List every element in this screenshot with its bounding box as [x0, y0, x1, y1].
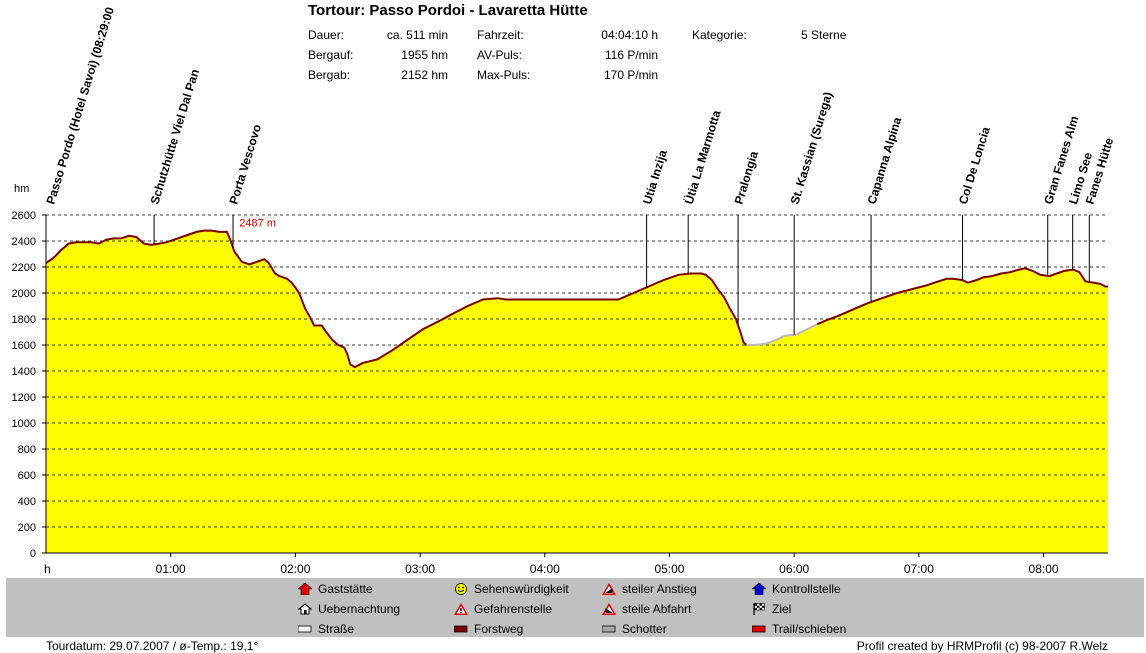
- y-tick-label: 2600: [12, 210, 36, 222]
- profile-line-trail: [816, 267, 1108, 326]
- legend-item-forstweg: Forstweg: [453, 622, 524, 636]
- y-tick-label: 400: [18, 496, 36, 508]
- legend-label-steile-abfahrt: steile Abfahrt: [622, 602, 692, 616]
- checkpoint-icon: [751, 582, 767, 596]
- footer-tour-info: Tourdatum: 29.07.2007 / ø-Temp.: 19,1°: [46, 639, 259, 653]
- legend-label-schotter: Schotter: [622, 622, 667, 636]
- stat-label-max-puls: Max-Puls:: [477, 68, 531, 82]
- forest-road-icon: [453, 623, 468, 635]
- stat-value-kategorie: 5 Sterne: [801, 28, 847, 42]
- waypoint-label: Passo Pordo (Hotel Savoi) (08:29:00: [43, 5, 117, 206]
- legend-label-ziel: Ziel: [772, 602, 792, 616]
- warning-icon: [454, 603, 468, 615]
- waypoint-label: St. Kassian (Surega): [788, 90, 836, 206]
- y-tick-label: 1400: [12, 366, 36, 378]
- legend-label-kontrollstelle: Kontrollstelle: [772, 582, 841, 596]
- legend-item-strasse: Straße: [297, 622, 355, 636]
- y-tick-label: 200: [18, 522, 36, 534]
- legend-item-uebernachtung: Uebernachtung: [297, 602, 401, 616]
- legend-item-steiler-anstieg: steiler Anstieg: [602, 582, 697, 596]
- y-tick-label: 1000: [12, 418, 36, 430]
- x-axis-label: h: [44, 562, 51, 576]
- trail-icon: [751, 623, 766, 635]
- legend-item-kontrollstelle: Kontrollstelle: [751, 582, 841, 596]
- legend-label-strasse: Straße: [318, 622, 355, 636]
- stat-label-fahrzeit: Fahrzeit:: [477, 28, 524, 42]
- profile-line-trail: [45, 229, 748, 369]
- legend-item-schotter: Schotter: [601, 622, 667, 636]
- waypoint-label: Ütia La Marmotta: [681, 108, 724, 206]
- steep-descent-icon: [602, 603, 616, 615]
- legend-item-gefahrenstelle: Gefahrenstelle: [454, 602, 552, 616]
- legend-label-forstweg: Forstweg: [474, 622, 524, 636]
- legend-label-steiler-anstieg: steiler Anstieg: [622, 582, 697, 596]
- legend-item-ziel: Ziel: [752, 602, 791, 616]
- footer-credits: Profil created by HRMProfil (c) 98-2007 …: [856, 639, 1108, 653]
- y-tick-label: 1800: [12, 314, 36, 326]
- y-axis-label: hm: [14, 183, 29, 195]
- waypoint-label: Col De Loncia: [956, 125, 993, 206]
- gravel-icon: [601, 623, 616, 635]
- legend-label-uebernachtung: Uebernachtung: [318, 602, 401, 616]
- x-tick-label: 02:00: [280, 562, 310, 576]
- smiley-icon: [454, 583, 468, 595]
- peak-label: 2487 m: [239, 218, 276, 230]
- waypoint-label: Pralongia: [732, 149, 761, 206]
- y-tick-label: 1600: [12, 340, 36, 352]
- stat-value-fahrzeit: 04:04:10 h: [601, 28, 658, 42]
- legend: Gaststätte Uebernachtung Straße Sehenswü…: [6, 578, 1144, 637]
- stat-value-bergab: 2152 hm: [401, 68, 448, 82]
- stat-value-dauer: ca. 511 min: [386, 28, 448, 42]
- y-tick-label: 800: [18, 444, 36, 456]
- legend-item-gaststaette: Gaststätte: [297, 582, 373, 596]
- waypoint-label: Capanna Alpina: [865, 115, 905, 206]
- legend-item-steile-abfahrt: steile Abfahrt: [602, 602, 691, 616]
- elevation-chart: 0 200 400 600 800 1000 1200 1400 1600 1800 2000 220…: [12, 5, 1117, 576]
- x-tick-label: 03:00: [405, 562, 435, 576]
- y-tick-label: 600: [18, 470, 36, 482]
- x-tick-label: 06:00: [779, 562, 809, 576]
- finish-flag-icon: [752, 603, 766, 615]
- hut-icon: [297, 603, 313, 615]
- y-tick-label: 2200: [12, 262, 36, 274]
- y-tick-label: 2400: [12, 236, 36, 248]
- legend-label-sehenswuerdigkeit: Sehenswürdigkeit: [474, 582, 569, 596]
- waypoint-label: Porta Vescovo: [227, 123, 265, 206]
- stat-label-dauer: Dauer:: [308, 28, 345, 42]
- legend-item-sehenswuerdigkeit: Sehenswürdigkeit: [454, 582, 569, 596]
- stat-label-av-puls: AV-Puls:: [477, 48, 523, 62]
- waypoint-label: Utia Inzija: [640, 148, 670, 206]
- road-icon: [297, 623, 312, 635]
- elevation-area: [46, 230, 1108, 553]
- y-tick-label: 2000: [12, 288, 36, 300]
- chart-title: Tortour: Passo Pordoi - Lavaretta Hütte: [308, 2, 588, 19]
- house-red-icon: [297, 582, 313, 596]
- steep-ascent-icon: [602, 583, 616, 595]
- stat-value-av-puls: 116 P/min: [604, 48, 658, 62]
- x-tick-label: 07:00: [904, 562, 934, 576]
- y-tick-label: 1200: [12, 392, 36, 404]
- x-tick-label: 05:00: [654, 562, 684, 576]
- waypoint-label: Schutzhütte Viel Dal Pan: [148, 67, 202, 205]
- stat-label-bergab: Bergab:: [308, 68, 351, 82]
- legend-item-trail: Trail/schieben: [751, 622, 847, 636]
- legend-label-trail: Trail/schieben: [772, 622, 847, 636]
- x-tick-label: 01:00: [156, 562, 186, 576]
- profile-line-gravel: [746, 323, 818, 346]
- stat-value-max-puls: 170 P/min: [603, 68, 658, 82]
- stat-label-bergauf: Bergauf:: [308, 48, 354, 62]
- legend-label-gefahrenstelle: Gefahrenstelle: [474, 602, 553, 616]
- stat-label-kategorie: Kategorie:: [692, 28, 747, 42]
- x-tick-label: 08:00: [1029, 562, 1059, 576]
- stat-value-bergauf: 1955 hm: [401, 48, 448, 62]
- x-tick-label: 04:00: [530, 562, 560, 576]
- legend-label-gaststaette: Gaststätte: [318, 582, 373, 596]
- y-tick-label: 0: [30, 548, 36, 560]
